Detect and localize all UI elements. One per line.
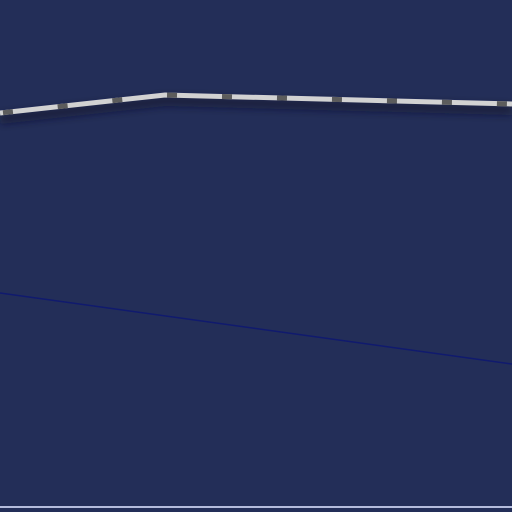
- road-dashes: [0, 92, 512, 116]
- boundary-line: [0, 292, 512, 365]
- bottom-edge: [0, 506, 512, 508]
- road-shadow: [0, 95, 512, 124]
